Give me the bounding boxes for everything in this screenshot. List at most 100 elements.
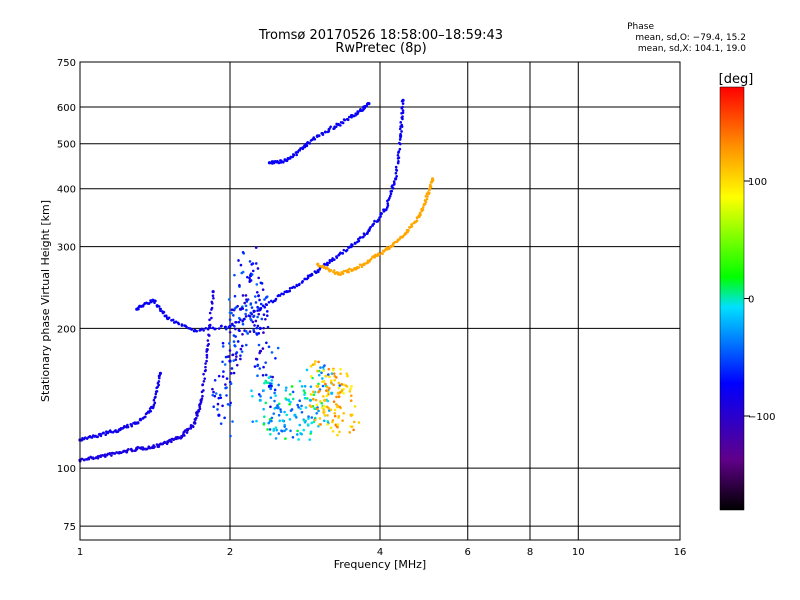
interpolated-point bbox=[317, 373, 321, 377]
interpolated-point bbox=[305, 397, 309, 400]
interpolated-point bbox=[323, 413, 327, 417]
interpolated-point bbox=[401, 102, 405, 105]
interpolated-point bbox=[270, 416, 274, 420]
interpolated-point bbox=[337, 395, 341, 398]
interpolated-point bbox=[232, 334, 236, 337]
interpolated-point bbox=[329, 125, 332, 129]
interpolated-point bbox=[251, 320, 255, 324]
interpolated-point bbox=[379, 215, 382, 218]
interpolated-point bbox=[327, 392, 330, 396]
interpolated-point bbox=[104, 433, 107, 437]
interpolated-point bbox=[232, 359, 235, 362]
interpolated-point bbox=[234, 320, 238, 324]
interpolated-point bbox=[231, 420, 234, 423]
interpolated-point bbox=[399, 132, 402, 136]
interpolated-point bbox=[277, 432, 281, 435]
interpolated-point bbox=[327, 267, 330, 271]
interpolated-point bbox=[333, 272, 337, 275]
interpolated-point bbox=[221, 360, 224, 364]
interpolated-point bbox=[208, 323, 212, 327]
interpolated-point bbox=[288, 393, 292, 396]
interpolated-point bbox=[177, 322, 181, 326]
interpolated-point bbox=[333, 378, 336, 382]
interpolated-point bbox=[400, 111, 403, 115]
interpolated-point bbox=[144, 415, 147, 419]
interpolated-point bbox=[280, 429, 284, 433]
interpolated-point bbox=[351, 243, 354, 247]
interpolated-point bbox=[339, 251, 342, 255]
plot-frame bbox=[79, 61, 681, 541]
interpolated-point bbox=[340, 389, 344, 392]
interpolated-point bbox=[262, 365, 265, 369]
interpolated-point bbox=[384, 208, 388, 211]
interpolated-point bbox=[392, 180, 396, 183]
interpolated-point bbox=[310, 421, 314, 425]
interpolated-point bbox=[269, 405, 272, 409]
x-tick-label: 6 bbox=[465, 547, 471, 558]
interpolated-point bbox=[325, 261, 329, 265]
data-point bbox=[367, 102, 371, 106]
interpolated-point bbox=[331, 419, 335, 422]
interpolated-point bbox=[233, 294, 237, 298]
interpolated-point bbox=[310, 405, 313, 408]
interpolated-point bbox=[288, 289, 292, 293]
interpolated-point bbox=[352, 420, 356, 424]
interpolated-point bbox=[274, 437, 278, 440]
interpolated-point bbox=[213, 378, 217, 382]
interpolated-point bbox=[319, 366, 322, 369]
interpolated-point bbox=[162, 310, 166, 314]
interpolated-point bbox=[292, 153, 296, 157]
x-tick-label: 4 bbox=[377, 547, 383, 558]
interpolated-point bbox=[330, 372, 334, 375]
interpolated-point bbox=[333, 414, 337, 418]
interpolated-point bbox=[259, 395, 262, 398]
interpolated-point bbox=[305, 144, 309, 148]
interpolated-point bbox=[303, 391, 307, 395]
data-point bbox=[323, 398, 327, 402]
interpolated-point bbox=[206, 339, 210, 342]
interpolated-point bbox=[339, 372, 342, 376]
interpolated-point bbox=[385, 206, 389, 209]
interpolated-point bbox=[389, 192, 393, 196]
interpolated-point bbox=[185, 431, 189, 434]
chart-subtitle: RwPretec (8p) bbox=[335, 41, 427, 56]
interpolated-point bbox=[221, 404, 224, 408]
interpolated-point bbox=[269, 396, 273, 400]
interpolated-point bbox=[240, 344, 244, 348]
interpolated-point bbox=[229, 434, 232, 438]
interpolated-point bbox=[270, 351, 274, 354]
interpolated-point bbox=[313, 418, 317, 422]
interpolated-point bbox=[338, 430, 341, 434]
interpolated-point bbox=[308, 141, 311, 145]
interpolated-point bbox=[241, 322, 245, 326]
interpolated-point bbox=[369, 257, 373, 261]
interpolated-point bbox=[256, 374, 259, 378]
interpolated-point bbox=[346, 374, 349, 378]
interpolated-point bbox=[277, 383, 280, 387]
interpolated-point bbox=[180, 323, 184, 326]
interpolated-point bbox=[239, 357, 242, 361]
interpolated-point bbox=[342, 411, 346, 415]
interpolated-point bbox=[381, 252, 384, 256]
interpolated-point bbox=[264, 317, 267, 321]
interpolated-point bbox=[257, 332, 261, 335]
interpolated-point bbox=[265, 295, 269, 298]
interpolated-point bbox=[248, 315, 252, 318]
phase-heading: Phase bbox=[627, 22, 654, 32]
interpolated-point bbox=[315, 384, 318, 388]
interpolated-point bbox=[332, 269, 336, 272]
interpolated-point bbox=[250, 389, 253, 393]
interpolated-point bbox=[369, 225, 372, 229]
interpolated-point bbox=[253, 324, 256, 327]
interpolated-point bbox=[204, 365, 207, 369]
y-tick-label: 750 bbox=[57, 58, 76, 69]
interpolated-point bbox=[407, 229, 410, 232]
interpolated-point bbox=[341, 419, 344, 422]
interpolated-point bbox=[363, 262, 366, 265]
interpolated-point bbox=[212, 296, 215, 300]
interpolated-point bbox=[306, 423, 310, 426]
interpolated-point bbox=[234, 327, 237, 331]
interpolated-point bbox=[394, 171, 398, 175]
interpolated-point bbox=[272, 412, 276, 415]
interpolated-point bbox=[354, 242, 357, 245]
